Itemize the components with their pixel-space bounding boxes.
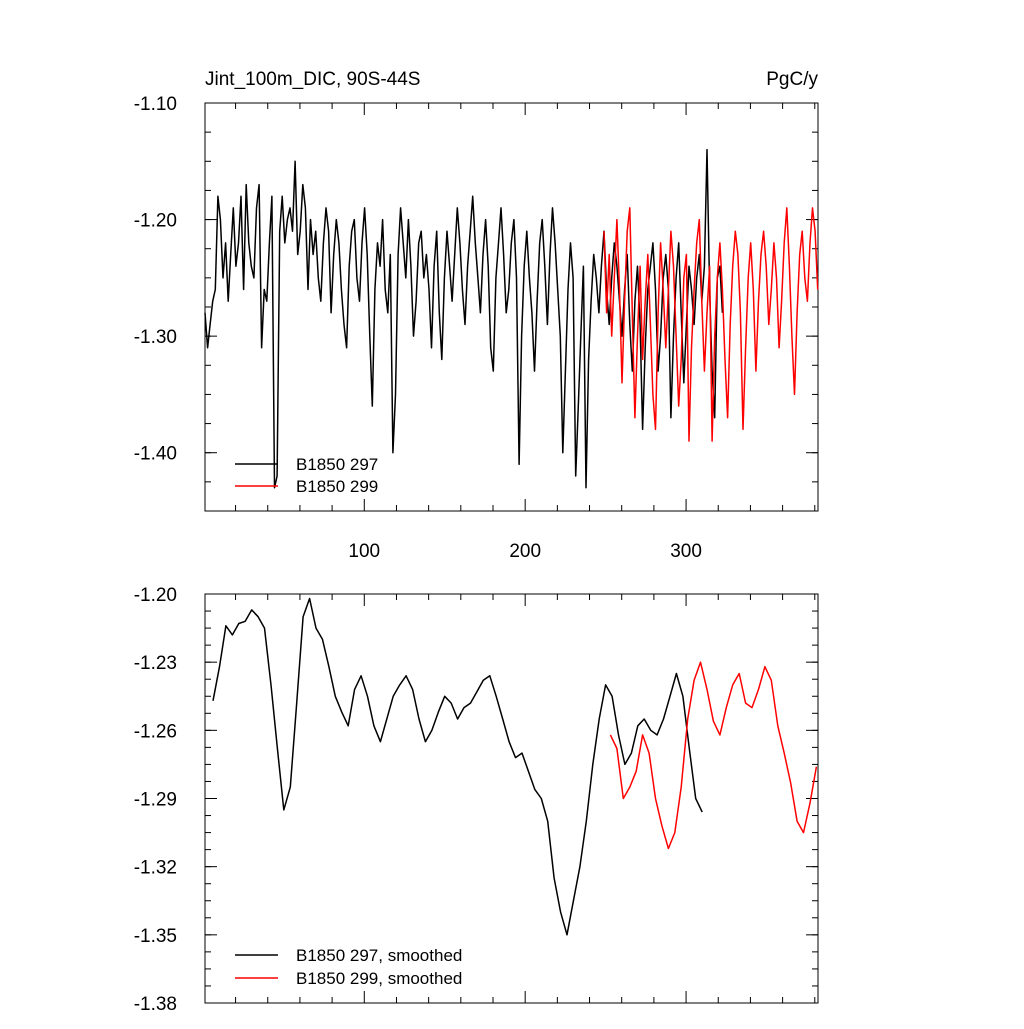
y-tick-label: -1.29 (134, 790, 177, 811)
x-tick-label: 100 (348, 541, 380, 562)
legend-label: B1850 297 (296, 455, 378, 474)
y-tick-label: -1.23 (134, 653, 177, 674)
y-tick-label: -1.32 (134, 858, 177, 879)
panel-1: -1.10 -1.20 -1.30 -1.40 100 200 300 B1850 297 B1… (134, 94, 819, 562)
y-tick-label: -1.40 (134, 444, 177, 465)
x-tick-label: 300 (670, 541, 702, 562)
y-tick-label: -1.35 (134, 926, 177, 947)
y-tick-label: -1.20 (134, 585, 177, 606)
panel-1-title: Jint_100m_DIC, 90S-44S (205, 69, 420, 90)
y-tick-label: -1.20 (134, 211, 177, 232)
legend-label: B1850 299 (296, 477, 378, 496)
x-tick-label: 200 (509, 541, 541, 562)
panel-2: -1.20 -1.23 -1.26 -1.29 -1.32 -1.35 -1.38 B1850… (134, 585, 819, 1015)
series-line-2 (603, 207, 819, 442)
series-line-2 (609, 661, 818, 850)
series-line-1 (204, 148, 724, 489)
plot-frame (204, 102, 819, 512)
y-tick-label: -1.38 (134, 994, 177, 1015)
series-line-1 (212, 597, 703, 936)
y-tick-label: -1.30 (134, 327, 177, 348)
panel-1-units: PgC/y (766, 69, 818, 90)
legend-label: B1850 299, smoothed (296, 969, 462, 988)
plot-frame (204, 593, 819, 1004)
legend-label: B1850 297, smoothed (296, 946, 462, 965)
y-tick-label: -1.10 (134, 94, 177, 115)
y-tick-label: -1.26 (134, 721, 177, 742)
